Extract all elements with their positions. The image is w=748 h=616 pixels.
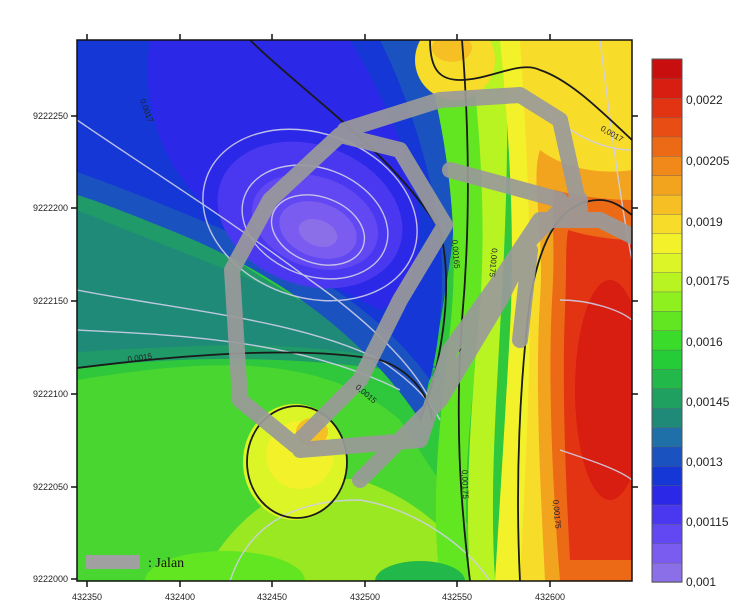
x-tick-label: 432400: [165, 592, 195, 602]
x-tick-label: 432500: [350, 592, 380, 602]
colorbar-swatch: [651, 407, 683, 428]
contour-label: 0,0015: [127, 352, 153, 364]
colorbar-swatch: [651, 97, 683, 118]
colorbar-swatch: [651, 543, 683, 564]
colorbar-swatch: [651, 388, 683, 409]
colorbar-swatch: [651, 194, 683, 215]
contour-label: 0,00165: [450, 239, 462, 269]
colorbar-frame: [651, 58, 683, 583]
colorbar-swatch: [651, 58, 683, 80]
colorbar-swatch: [651, 349, 683, 370]
colorbar-swatch: [651, 310, 683, 331]
colorbar-swatch: [651, 329, 683, 351]
y-tick-label: 9222200: [33, 203, 68, 213]
y-tick-labels: 9222250 9222200 9222150 9222100 9222050 …: [33, 111, 68, 584]
colorbar-swatch: [651, 504, 683, 525]
colorbar-swatch: [651, 562, 683, 583]
y-tick-label: 9222150: [33, 296, 68, 306]
colorbar-swatch: [651, 213, 683, 235]
colorbar-label: 0,0013: [686, 455, 723, 469]
colorbar-swatch: [651, 155, 683, 176]
x-tick-label: 432550: [442, 592, 472, 602]
colorbar-swatch: [651, 465, 683, 486]
y-axis: [71, 115, 638, 580]
map-legend: : Jalan: [86, 555, 184, 571]
colorbar: 0,0022 0,00205 0,0019 0,00175 0,0016 0,0…: [651, 58, 730, 589]
x-tick-labels: 432350 432400 432450 432500 432550 43260…: [72, 592, 565, 602]
colorbar-label: 0,001: [686, 575, 716, 589]
colorbar-swatch: [651, 175, 683, 196]
colorbar-label: 0,00145: [686, 395, 730, 409]
y-tick-label: 9222250: [33, 111, 68, 121]
colorbar-swatch: [651, 368, 683, 389]
colorbar-swatch: [651, 252, 683, 273]
y-tick-label: 9222100: [33, 389, 68, 399]
y-tick-label: 9222050: [33, 482, 68, 492]
road-legend-symbol: [86, 555, 140, 569]
colorbar-label: 0,0016: [686, 335, 723, 349]
x-tick-label: 432600: [535, 592, 565, 602]
colorbar-swatch: [651, 484, 683, 506]
colorbar-swatch: [651, 523, 683, 544]
x-axis: [86, 34, 551, 587]
y-tick-label: 9222000: [33, 574, 68, 584]
plot-frame: [76, 39, 633, 582]
road-legend-label: : Jalan: [148, 556, 184, 571]
x-tick-label: 432350: [72, 592, 102, 602]
colorbar-swatch: [651, 116, 683, 138]
colorbar-swatch: [651, 271, 683, 293]
colorbar-label: 0,00175: [686, 274, 730, 288]
colorbar-label: 0,0019: [686, 215, 723, 229]
colorbar-swatch: [651, 136, 683, 157]
colorbar-swatch: [651, 426, 683, 448]
colorbar-swatch: [651, 233, 683, 254]
colorbar-label: 0,00115: [686, 515, 729, 529]
colorbar-swatch: [651, 78, 683, 99]
colorbar-swatch: [651, 291, 683, 312]
colorbar-label: 0,0022: [686, 93, 723, 107]
x-tick-label: 432450: [257, 592, 287, 602]
colorbar-label: 0,00205: [686, 154, 730, 168]
contour-label: 0,00175: [551, 499, 563, 529]
contour-label: 0,00175: [460, 470, 470, 500]
colorbar-swatch: [651, 446, 683, 467]
contour-label: 0,00175: [487, 248, 499, 278]
contour-plot: [77, 40, 632, 581]
